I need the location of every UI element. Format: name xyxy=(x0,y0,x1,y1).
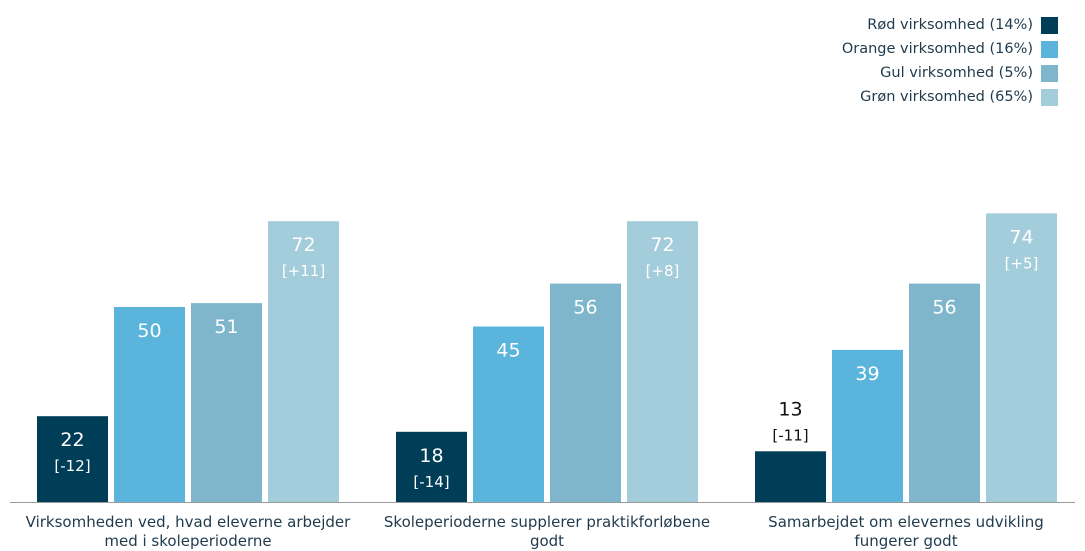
legend-item-gul: Gul virksomhed (5%) xyxy=(842,61,1058,85)
data-label: 72 xyxy=(291,234,315,256)
data-label: 39 xyxy=(855,363,879,385)
bar xyxy=(114,307,185,502)
bar xyxy=(909,283,980,502)
data-label: 45 xyxy=(496,340,520,362)
data-label: 72 xyxy=(650,234,674,256)
data-label: 13 xyxy=(778,398,802,420)
legend-label: Grøn virksomhed (65%) xyxy=(860,89,1033,105)
category-label: godt xyxy=(530,532,564,550)
bar xyxy=(986,213,1057,502)
data-label: 74 xyxy=(1009,226,1033,248)
data-label: 51 xyxy=(214,316,238,338)
bar xyxy=(396,431,467,502)
legend-item-rod: Rød virksomhed (14%) xyxy=(842,13,1058,37)
diff-label: [+8] xyxy=(646,262,680,280)
diff-label: [+5] xyxy=(1005,254,1039,272)
legend-item-orange: Orange virksomhed (16%) xyxy=(842,37,1058,61)
legend-swatch xyxy=(1041,16,1058,34)
diff-label: [+11] xyxy=(282,262,325,280)
bar xyxy=(37,416,108,502)
legend: Rød virksomhed (14%) Orange virksomhed (… xyxy=(842,13,1058,109)
data-label: 22 xyxy=(60,429,84,451)
category-label: fungerer godt xyxy=(854,532,957,550)
legend-label: Rød virksomhed (14%) xyxy=(867,17,1033,33)
data-label: 56 xyxy=(932,297,956,319)
bar xyxy=(268,221,339,502)
category-label: Samarbejdet om elevernes udvikling xyxy=(768,513,1044,531)
data-label: 56 xyxy=(573,297,597,319)
bar xyxy=(832,349,903,502)
legend-swatch xyxy=(1041,64,1058,82)
bar xyxy=(627,221,698,502)
bar xyxy=(755,451,826,502)
bar xyxy=(550,283,621,502)
data-label: 50 xyxy=(137,320,161,342)
bar xyxy=(191,303,262,502)
diff-label: [-14] xyxy=(413,473,449,491)
diff-label: [-11] xyxy=(772,426,808,444)
bar xyxy=(473,326,544,502)
category-label: med i skoleperioderne xyxy=(104,532,271,550)
legend-label: Orange virksomhed (16%) xyxy=(841,41,1033,57)
category-label: Skoleperioderne supplerer praktikforløbe… xyxy=(384,513,710,531)
legend-label: Gul virksomhed (5%) xyxy=(880,65,1033,81)
legend-swatch xyxy=(1041,40,1058,58)
diff-label: [-12] xyxy=(54,457,90,475)
category-label: Virksomheden ved, hvad eleverne arbejder xyxy=(26,513,352,531)
legend-swatch xyxy=(1041,88,1058,106)
data-label: 18 xyxy=(419,445,443,467)
legend-item-gron: Grøn virksomhed (65%) xyxy=(842,85,1058,109)
